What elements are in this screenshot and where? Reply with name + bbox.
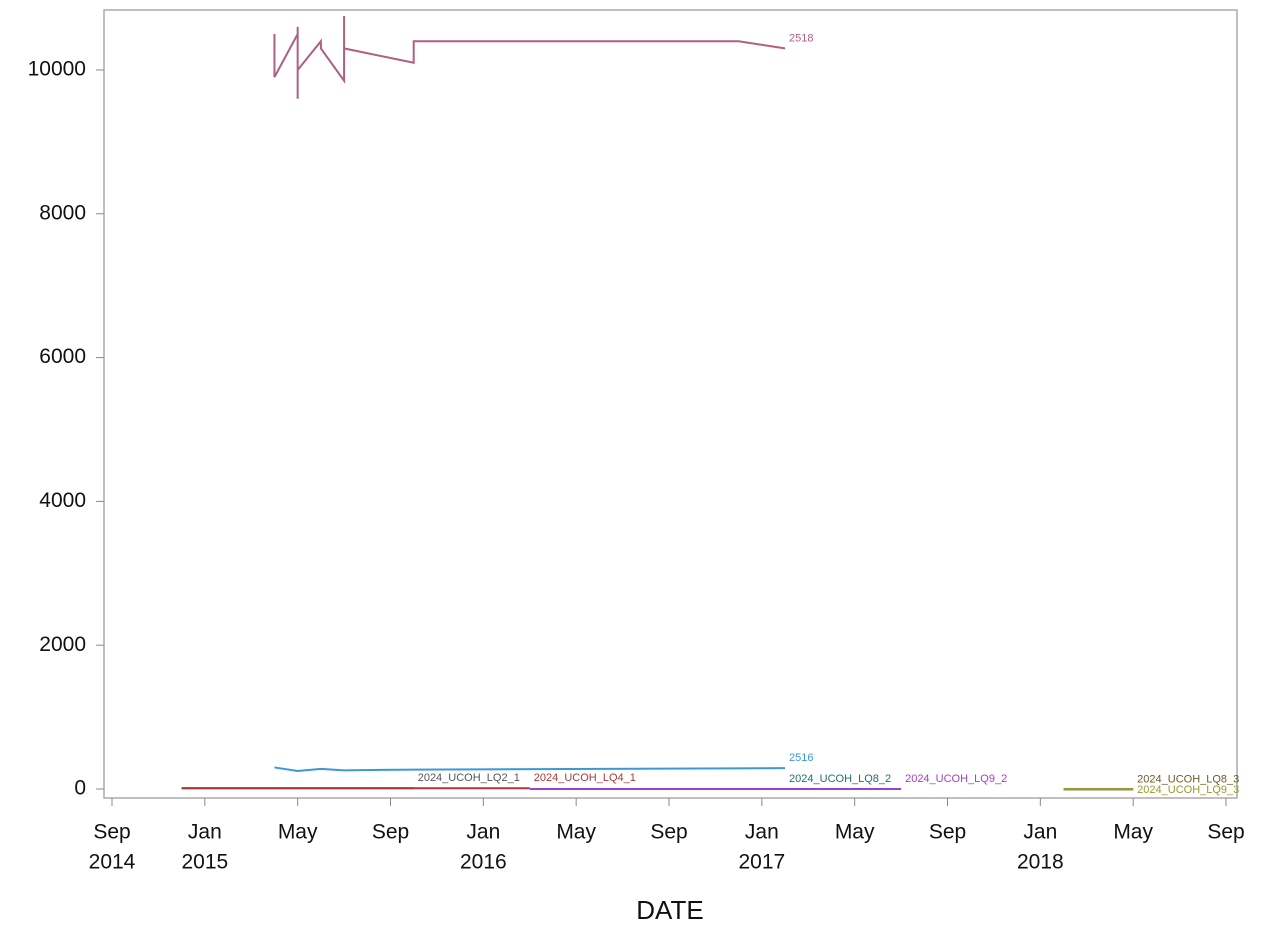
curve-label: 2024_UCOH_LQ9_3 [1137, 784, 1239, 796]
x-tick-label: May [556, 821, 596, 844]
y-tick-label: 6000 [39, 345, 86, 368]
curve-label: 2024_UCOH_LQ9_2 [905, 773, 1007, 785]
x-tick-year: 2018 [1017, 851, 1064, 874]
x-tick-label: May [278, 821, 318, 844]
x-tick-year: 2014 [89, 851, 136, 874]
x-tick-label: Sep [372, 821, 409, 844]
curve-label: 2024_UCOH_LQ4_1 [534, 772, 636, 784]
x-tick-label: Jan [745, 821, 779, 844]
y-tick-label: 2000 [39, 633, 86, 656]
x-tick-label: Sep [93, 821, 130, 844]
x-tick-label: Sep [1207, 821, 1244, 844]
y-tick-label: 10000 [28, 58, 86, 81]
x-tick-label: Jan [466, 821, 500, 844]
x-tick-label: Jan [1023, 821, 1057, 844]
curve-label: 2518 [789, 32, 813, 44]
curve-label: 2024_UCOH_LQ2_1 [418, 772, 520, 784]
x-tick-year: 2017 [738, 851, 785, 874]
curve-label: 2516 [789, 752, 813, 764]
x-tick-label: May [1113, 821, 1153, 844]
x-tick-label: Sep [929, 821, 966, 844]
plot-frame [103, 9, 1238, 799]
series-line [273, 16, 786, 99]
curve-label: 2024_UCOH_LQ8_3 [1137, 773, 1239, 785]
x-axis-label: DATE [636, 895, 703, 925]
curve-label: 2024_UCOH_LQ8_2 [789, 773, 891, 785]
x-tick-year: 2016 [460, 851, 507, 874]
series-line [274, 766, 786, 773]
x-tick-label: May [835, 821, 875, 844]
x-tick-label: Sep [650, 821, 687, 844]
x-tick-year: 2015 [181, 851, 228, 874]
y-tick-label: 4000 [39, 489, 86, 512]
y-tick-label: 8000 [39, 201, 86, 224]
y-tick-label: 0 [74, 777, 86, 800]
x-tick-label: Jan [188, 821, 222, 844]
